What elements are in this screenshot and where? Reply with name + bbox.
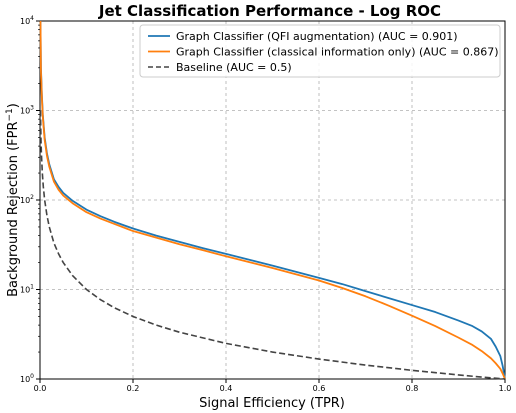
x-tick-label: 0.8 xyxy=(406,384,419,393)
series-line-1 xyxy=(39,20,506,380)
y-axis-label-close: ) xyxy=(6,103,21,108)
chart-title: Jet Classification Performance - Log ROC xyxy=(98,2,441,20)
y-tick-label: 104 xyxy=(20,15,34,26)
legend-label-0: Graph Classifier (QFI augmentation) (AUC… xyxy=(176,30,458,43)
y-tick-label: 102 xyxy=(20,194,34,205)
legend-label-2: Baseline (AUC = 0.5) xyxy=(176,61,292,74)
y-tick-label: 100 xyxy=(20,373,34,384)
series-line-2 xyxy=(39,110,506,380)
x-tick-label: 0.0 xyxy=(34,384,47,393)
x-tick-label: 0.6 xyxy=(313,384,326,393)
x-axis: 0.0 0.2 0.4 0.6 0.8 1.0 xyxy=(34,379,512,393)
y-axis-label-sup: −1 xyxy=(5,108,15,121)
x-tick-label: 0.4 xyxy=(220,384,233,393)
y-tick-label: 101 xyxy=(20,284,34,295)
series-layer xyxy=(39,20,506,380)
legend-box xyxy=(139,24,501,78)
y-axis-label-main: Background Rejection (FPR xyxy=(6,122,21,297)
y-axis-label: Background Rejection (FPR−1) xyxy=(5,103,21,297)
x-tick-label: 0.2 xyxy=(127,384,140,393)
x-tick-label: 1.0 xyxy=(499,384,512,393)
legend: Graph Classifier (QFI augmentation) (AUC… xyxy=(139,24,501,78)
x-axis-label: Signal Efficiency (TPR) xyxy=(199,396,345,411)
legend-label-1: Graph Classifier (classical information … xyxy=(176,46,499,59)
y-axis: 100 101 102 103 104 xyxy=(20,15,40,384)
y-tick-label: 103 xyxy=(20,105,34,116)
